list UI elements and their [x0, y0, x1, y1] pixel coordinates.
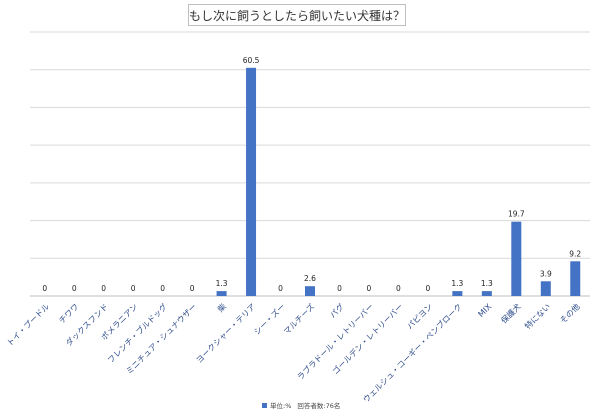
data-label: 0 — [72, 284, 77, 293]
x-tick-label: チワワ — [57, 302, 80, 325]
x-tick-label: 保護犬 — [499, 301, 523, 325]
x-tick-label: シー・ズー — [252, 301, 287, 336]
data-label: 0 — [190, 284, 195, 293]
data-label: 2.6 — [304, 274, 316, 283]
x-tick-label: フレンチ・ブルドッグ — [105, 301, 169, 365]
data-label: 1.3 — [481, 279, 493, 288]
bar — [540, 281, 551, 296]
x-tick-label: MIX — [476, 302, 493, 319]
respondent-count-note: 回答者数:76名 — [297, 402, 341, 410]
data-label: 0 — [278, 284, 283, 293]
data-label: 1.3 — [451, 279, 463, 288]
data-label: 1.3 — [216, 279, 228, 288]
legend: 単位:% 回答者数:76名 — [262, 400, 340, 410]
x-tick-label: 柴 — [215, 301, 228, 314]
data-label: 3.9 — [540, 269, 552, 278]
x-tick-label: トイ・プードル — [5, 302, 51, 348]
bar — [216, 291, 227, 296]
x-tick-label: 特にない — [523, 301, 553, 331]
data-label: 0 — [426, 284, 431, 293]
data-label: 0 — [367, 284, 372, 293]
bar — [570, 261, 581, 296]
data-label: 0 — [131, 284, 136, 293]
bar — [511, 221, 522, 296]
bar — [452, 291, 463, 296]
bar — [305, 286, 315, 296]
chart-title: もし次に飼うとしたら飼いたい犬種は？ — [188, 4, 406, 26]
data-label: 9.2 — [569, 249, 581, 258]
legend-series-label: 単位:% — [270, 402, 292, 410]
legend-swatch — [262, 402, 267, 408]
data-label: 60.5 — [243, 56, 260, 65]
x-tick-label: ヨークシャー・テリア — [195, 302, 258, 365]
x-tick-label: パグ — [328, 301, 346, 319]
x-tick-label: その他 — [558, 301, 582, 325]
bar — [481, 291, 492, 296]
data-label: 0 — [160, 284, 165, 293]
data-label: 0 — [42, 284, 47, 293]
x-tick-label: パピヨン — [405, 302, 434, 331]
data-label: 0 — [337, 284, 342, 293]
data-label: 0 — [101, 284, 106, 293]
data-label: 19.7 — [508, 210, 525, 219]
x-tick-label: マルチーズ — [281, 301, 316, 336]
bar — [246, 67, 257, 296]
data-label: 0 — [396, 284, 401, 293]
